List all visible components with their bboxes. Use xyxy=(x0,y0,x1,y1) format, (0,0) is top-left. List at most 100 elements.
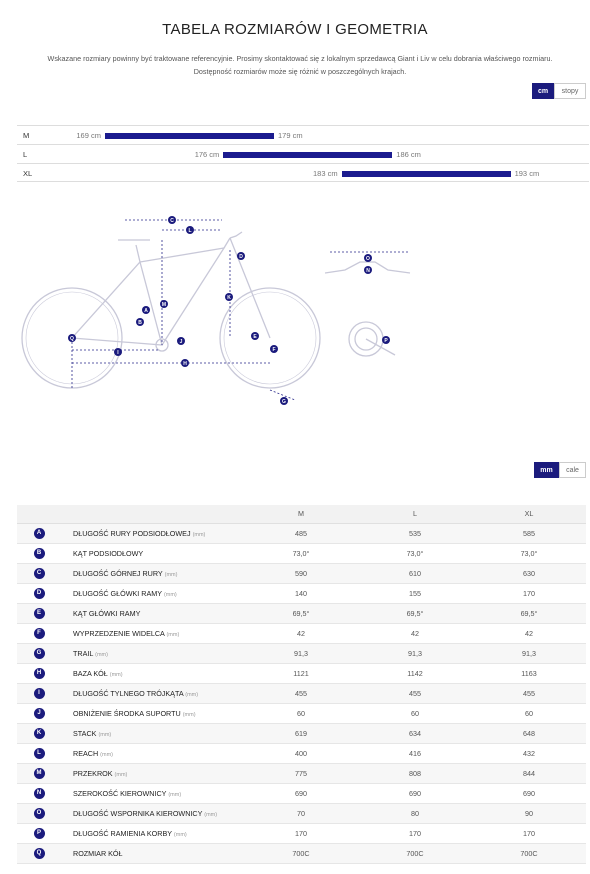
min-height: 176 cm xyxy=(194,150,220,159)
handlebar-stem xyxy=(229,231,243,239)
value-l: 610 xyxy=(358,563,472,584)
geometry-row: L REACH (mm) 400 416 432 xyxy=(17,743,586,764)
geometry-row: F WYPRZEDZENIE WIDELCA (mm) 42 42 42 xyxy=(17,623,586,644)
geometry-unit-toggle[interactable]: mm cale xyxy=(534,462,586,478)
geometry-row: J OBNIŻENIE ŚRODKA SUPORTU (mm) 60 60 60 xyxy=(17,703,586,724)
measurement-name-cell: PRZEKROK (mm) xyxy=(61,763,244,784)
marker-d: D xyxy=(237,252,245,260)
measurement-name: WYPRZEDZENIE WIDELCA xyxy=(73,628,165,638)
letter-badge: G xyxy=(33,648,45,659)
value-l: 690 xyxy=(358,783,472,804)
marker-i: I xyxy=(114,348,122,356)
geometry-row: C DŁUGOŚĆ GÓRNEJ RURY (mm) 590 610 630 xyxy=(17,563,586,584)
badge-cell: E xyxy=(17,603,61,624)
measurement-unit: (mm) xyxy=(182,711,196,718)
marker-j: J xyxy=(177,337,185,345)
letter-badge: Q xyxy=(33,848,45,859)
measurement-name: DŁUGOŚĆ RAMIENIA KORBY xyxy=(73,828,172,838)
measurement-name-cell: DŁUGOŚĆ RURY PODSIODŁOWEJ (mm) xyxy=(61,523,244,544)
bike-outline xyxy=(21,231,321,389)
badge-cell: G xyxy=(17,643,61,664)
letter-badge: J xyxy=(33,708,45,719)
measurement-name-cell: WYPRZEDZENIE WIDELCA (mm) xyxy=(61,623,244,644)
value-m: 700C xyxy=(244,843,358,864)
marker-a: A xyxy=(142,306,150,314)
unit-cm-button[interactable]: cm xyxy=(532,83,554,99)
size-label: M xyxy=(23,131,30,140)
badge-cell: C xyxy=(17,563,61,584)
marker-l: L xyxy=(186,226,194,234)
letter-badge: F xyxy=(33,628,45,639)
value-l: 91,3 xyxy=(358,643,472,664)
measurement-name-cell: TRAIL (mm) xyxy=(61,643,244,664)
unit-inch-button[interactable]: cale xyxy=(559,462,586,478)
geometry-row: M PRZEKROK (mm) 775 808 844 xyxy=(17,763,586,784)
letter-badge: M xyxy=(33,768,45,779)
measurement-unit: (mm) xyxy=(163,591,177,598)
measurement-name-cell: DŁUGOŚĆ GÓRNEJ RURY (mm) xyxy=(61,563,244,584)
measurement-name: DŁUGOŚĆ TYLNEGO TRÓJKĄTA xyxy=(73,688,184,698)
value-m: 690 xyxy=(244,783,358,804)
badge-cell: B xyxy=(17,543,61,564)
letter-badge: C xyxy=(33,568,45,579)
value-m: 455 xyxy=(244,683,358,704)
letter-badge: L xyxy=(33,748,45,759)
measurement-name: SZEROKOŚĆ KIEROWNICY xyxy=(73,788,167,798)
value-l: 535 xyxy=(358,523,472,544)
value-xl: 455 xyxy=(472,683,586,704)
measurement-name-cell: DŁUGOŚĆ TYLNEGO TRÓJKĄTA (mm) xyxy=(61,683,244,704)
badge-cell: K xyxy=(17,723,61,744)
height-row: L 176 cm 186 cm xyxy=(17,144,589,163)
value-l: 700C xyxy=(358,843,472,864)
unit-feet-button[interactable]: stopy xyxy=(554,83,586,99)
value-m: 91,3 xyxy=(244,643,358,664)
measurement-unit: (mm) xyxy=(204,811,218,818)
marker-k: K xyxy=(225,293,233,301)
value-xl: 1163 xyxy=(472,663,586,684)
value-xl: 648 xyxy=(472,723,586,744)
svg-text:B: B xyxy=(138,320,142,326)
value-xl: 432 xyxy=(472,743,586,764)
value-l: 170 xyxy=(358,823,472,844)
main-frame xyxy=(139,247,226,346)
value-xl: 60 xyxy=(472,703,586,724)
geometry-row: D DŁUGOŚĆ GŁÓWKI RAMY (mm) 140 155 170 xyxy=(17,583,586,604)
geometry-row: K STACK (mm) 619 634 648 xyxy=(17,723,586,744)
svg-text:H: H xyxy=(183,361,187,367)
height-range-bar xyxy=(341,171,511,177)
measurement-name-cell: KĄT GŁÓWKI RAMY xyxy=(61,603,244,624)
height-range-bar xyxy=(105,133,274,139)
geometry-row: P DŁUGOŚĆ RAMIENIA KORBY (mm) 170 170 170 xyxy=(17,823,586,844)
header-name-cell xyxy=(61,505,244,524)
measurement-unit: (mm) xyxy=(185,691,199,698)
unit-mm-button[interactable]: mm xyxy=(534,462,559,478)
measurement-unit: (mm) xyxy=(98,731,112,738)
size-label: XL xyxy=(23,169,33,178)
marker-p: P xyxy=(382,336,390,344)
seat-and-post xyxy=(118,239,150,263)
geometry-row: A DŁUGOŚĆ RURY PODSIODŁOWEJ (mm) 485 535 585 xyxy=(17,523,586,544)
header-size-l: L xyxy=(358,505,472,524)
value-m: 590 xyxy=(244,563,358,584)
marker-n: N xyxy=(364,266,372,274)
geometry-row: G TRAIL (mm) 91,3 91,3 91,3 xyxy=(17,643,586,664)
measurement-name: REACH xyxy=(73,748,99,758)
geometry-table: M L XL A DŁUGOŚĆ RURY PODSIODŁOWEJ (mm) 48… xyxy=(17,505,586,864)
value-l: 80 xyxy=(358,803,472,824)
value-m: 70 xyxy=(244,803,358,824)
letter-badge: B xyxy=(33,548,45,559)
measurement-name: KĄT GŁÓWKI RAMY xyxy=(73,608,141,618)
measurement-name-cell: REACH (mm) xyxy=(61,743,244,764)
value-m: 400 xyxy=(244,743,358,764)
value-xl: 69,5° xyxy=(472,603,586,624)
geometry-diagram: A B C D E F G H I J K L M N O P Q xyxy=(21,216,411,405)
value-l: 416 xyxy=(358,743,472,764)
badge-cell: O xyxy=(17,803,61,824)
max-height: 179 cm xyxy=(278,131,303,140)
height-unit-toggle[interactable]: cm stopy xyxy=(532,83,586,99)
value-m: 73,0° xyxy=(244,543,358,564)
measurement-name-cell: DŁUGOŚĆ WSPORNIKA KIEROWNICY (mm) xyxy=(61,803,244,824)
measurement-name-cell: DŁUGOŚĆ GŁÓWKI RAMY (mm) xyxy=(61,583,244,604)
svg-text:L: L xyxy=(188,228,191,234)
value-m: 140 xyxy=(244,583,358,604)
